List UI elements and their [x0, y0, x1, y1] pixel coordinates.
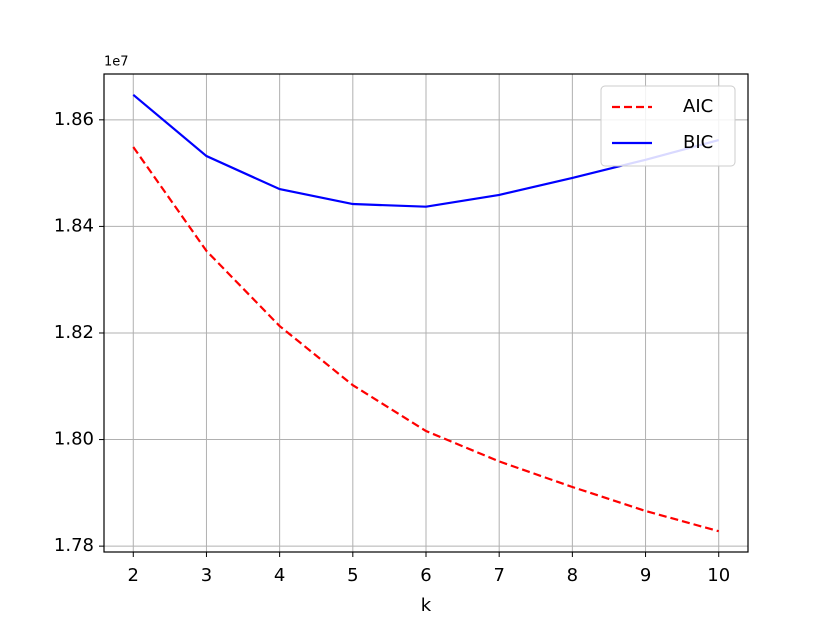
x-tick-label: 7	[493, 565, 504, 586]
x-tick-label: 10	[707, 565, 730, 586]
y-tick-label: 1.84	[54, 215, 94, 236]
x-tick-label: 8	[567, 565, 578, 586]
x-tick-label: 5	[347, 565, 358, 586]
y-tick-label: 1.78	[54, 535, 94, 556]
x-tick-label: 3	[201, 565, 212, 586]
legend-label: AIC	[683, 96, 713, 117]
x-axis-label: k	[421, 595, 432, 616]
y-tick-label: 1.82	[54, 322, 94, 343]
y-tick-label: 1.86	[54, 109, 94, 130]
legend-box	[600, 85, 736, 167]
x-tick-label: 9	[640, 565, 651, 586]
x-tick-label: 4	[274, 565, 285, 586]
x-tick-label: 6	[420, 565, 431, 586]
legend-label: BIC	[683, 132, 713, 153]
plot-frame	[103, 73, 749, 553]
offset-label: 1e7	[104, 55, 129, 70]
y-tick-label: 1.80	[54, 429, 94, 450]
series-line	[132, 146, 720, 533]
x-tick-label: 2	[128, 565, 139, 586]
